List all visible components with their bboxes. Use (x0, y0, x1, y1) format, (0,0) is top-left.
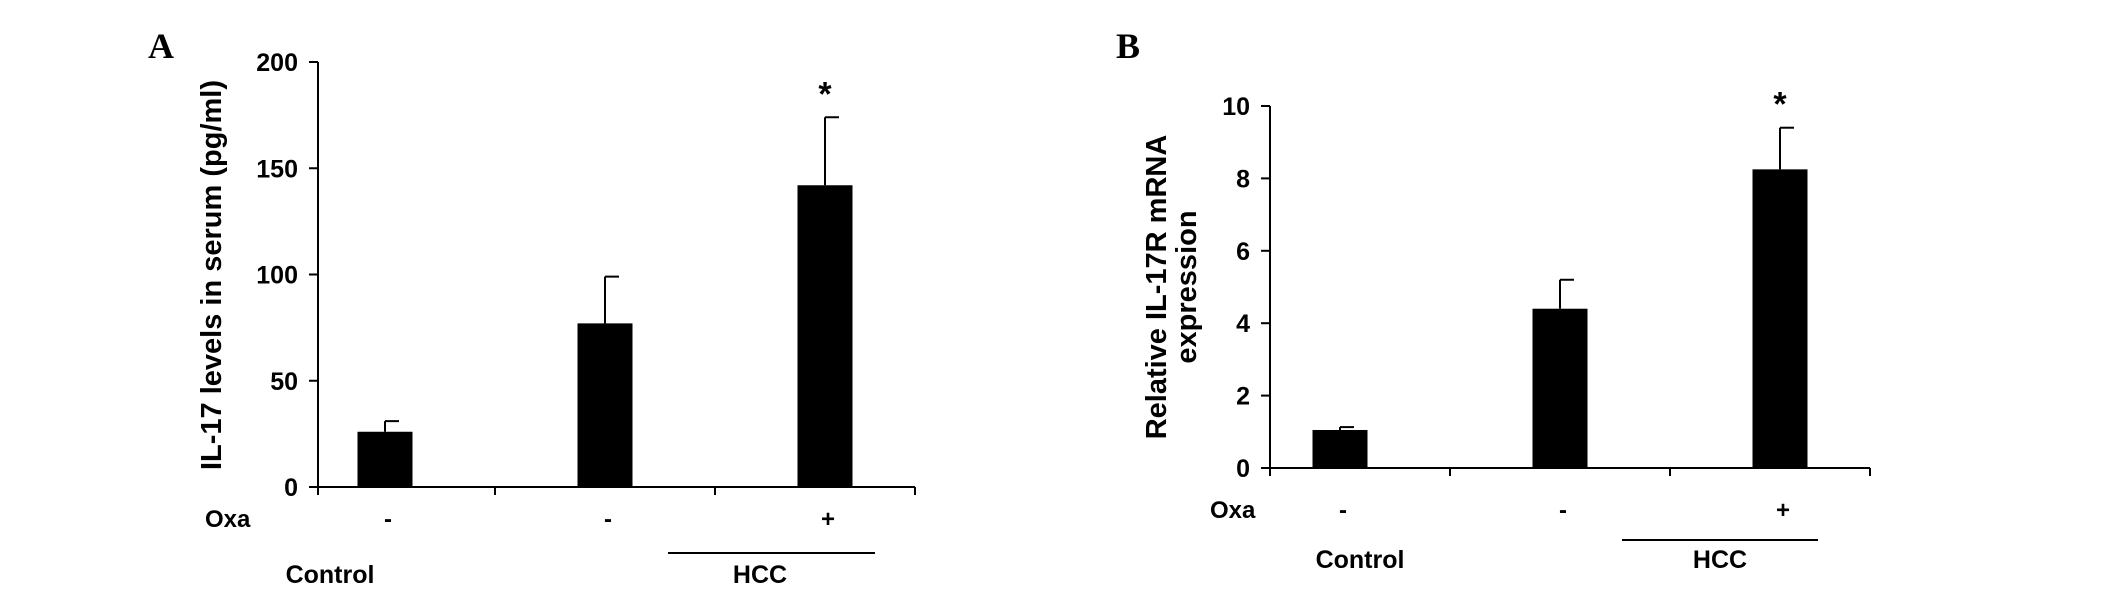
y-tick-label: 8 (1236, 165, 1250, 193)
y-tick-label: 50 (270, 368, 298, 396)
y-axis-label: Relative IL-17R mRNA (1141, 135, 1173, 440)
y-tick-label: 10 (1222, 93, 1250, 121)
y-tick-label: 2 (1236, 383, 1250, 411)
y-tick-label: 6 (1236, 238, 1250, 266)
bar (1752, 169, 1808, 468)
y-tick-label: 150 (256, 155, 298, 183)
y-tick-label: 100 (256, 262, 298, 290)
bar (1312, 429, 1368, 468)
y-tick-label: 0 (1236, 455, 1250, 483)
treatment-label: - (1339, 497, 1347, 524)
group-label-hcc: HCC (1693, 546, 1747, 574)
treatment-label: + (1776, 497, 1790, 524)
chart-panel-a: A 0 50 100 150 200 IL-17 levels in serum (pg/m… (148, 26, 916, 589)
y-tick-label: 4 (1236, 310, 1250, 338)
treatment-row-label: Oxa (1210, 497, 1256, 524)
treatment-label: - (1559, 497, 1567, 524)
significance-marker: * (1773, 86, 1787, 124)
panel-label: B (1116, 26, 1140, 66)
bar (1532, 308, 1588, 468)
bar (797, 185, 853, 487)
bar (577, 323, 633, 487)
panel-label: A (148, 26, 174, 66)
group-label-control: Control (286, 561, 375, 589)
group-label-control: Control (1316, 546, 1405, 574)
bar (357, 431, 413, 487)
y-axis-label: IL-17 levels in serum (pg/ml) (196, 80, 228, 470)
y-tick-label: 200 (256, 49, 298, 77)
y-tick-label: 0 (284, 474, 298, 502)
treatment-row-label: Oxa (205, 506, 251, 533)
y-axis-label: expression (1171, 210, 1203, 363)
treatment-label: - (604, 506, 612, 533)
group-label-hcc: HCC (733, 561, 787, 589)
significance-marker: * (818, 75, 832, 113)
treatment-label: + (821, 506, 835, 533)
treatment-label: - (384, 506, 392, 533)
